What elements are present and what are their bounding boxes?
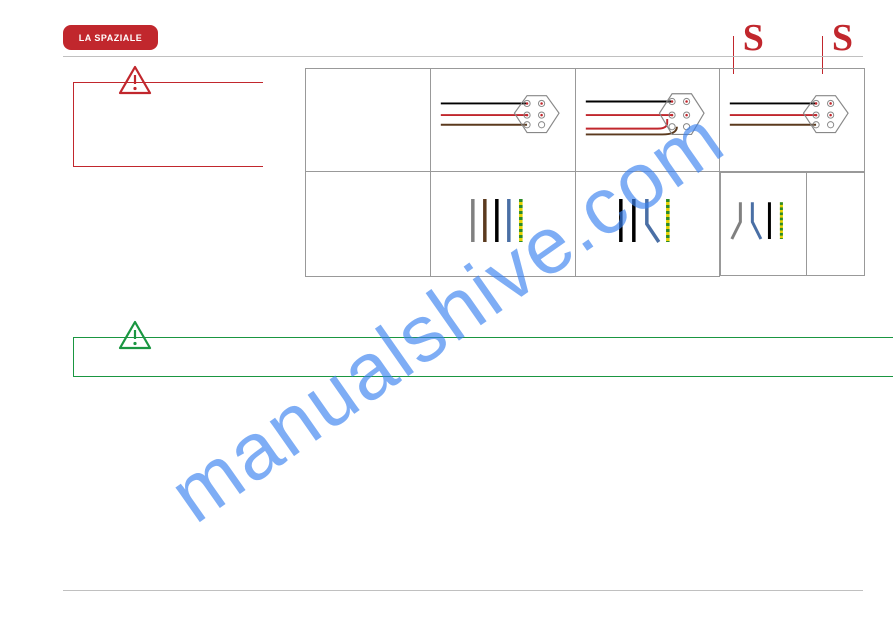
empty-cell [807,173,864,276]
row-label-cell [306,69,431,172]
wiring-table [305,68,865,277]
caution-box-red [73,82,263,167]
cable-cell [575,172,720,277]
header-marks: S S [743,16,853,60]
terminal-diagram [724,75,860,160]
cable-cell [721,173,807,276]
header-divider [63,56,863,57]
table-row [306,69,865,172]
cable-cell [431,172,576,277]
wiring-cell [431,69,576,172]
cable-diagram [435,184,571,259]
model-mark-s1: S [743,17,764,59]
footer-divider [63,590,863,591]
cable-diagram [725,184,802,259]
model-mark-s2: S [832,17,853,59]
table-row [306,172,865,277]
page-header: LA SPAZIALE S S [63,20,853,55]
terminal-diagram [580,75,716,160]
row-label-cell [306,172,431,277]
cable-diagram [580,184,716,259]
terminal-diagram [435,75,571,160]
note-box-green [73,337,893,377]
brand-logo: LA SPAZIALE [63,25,158,50]
wiring-cell [575,69,720,172]
wiring-cell [720,69,865,172]
